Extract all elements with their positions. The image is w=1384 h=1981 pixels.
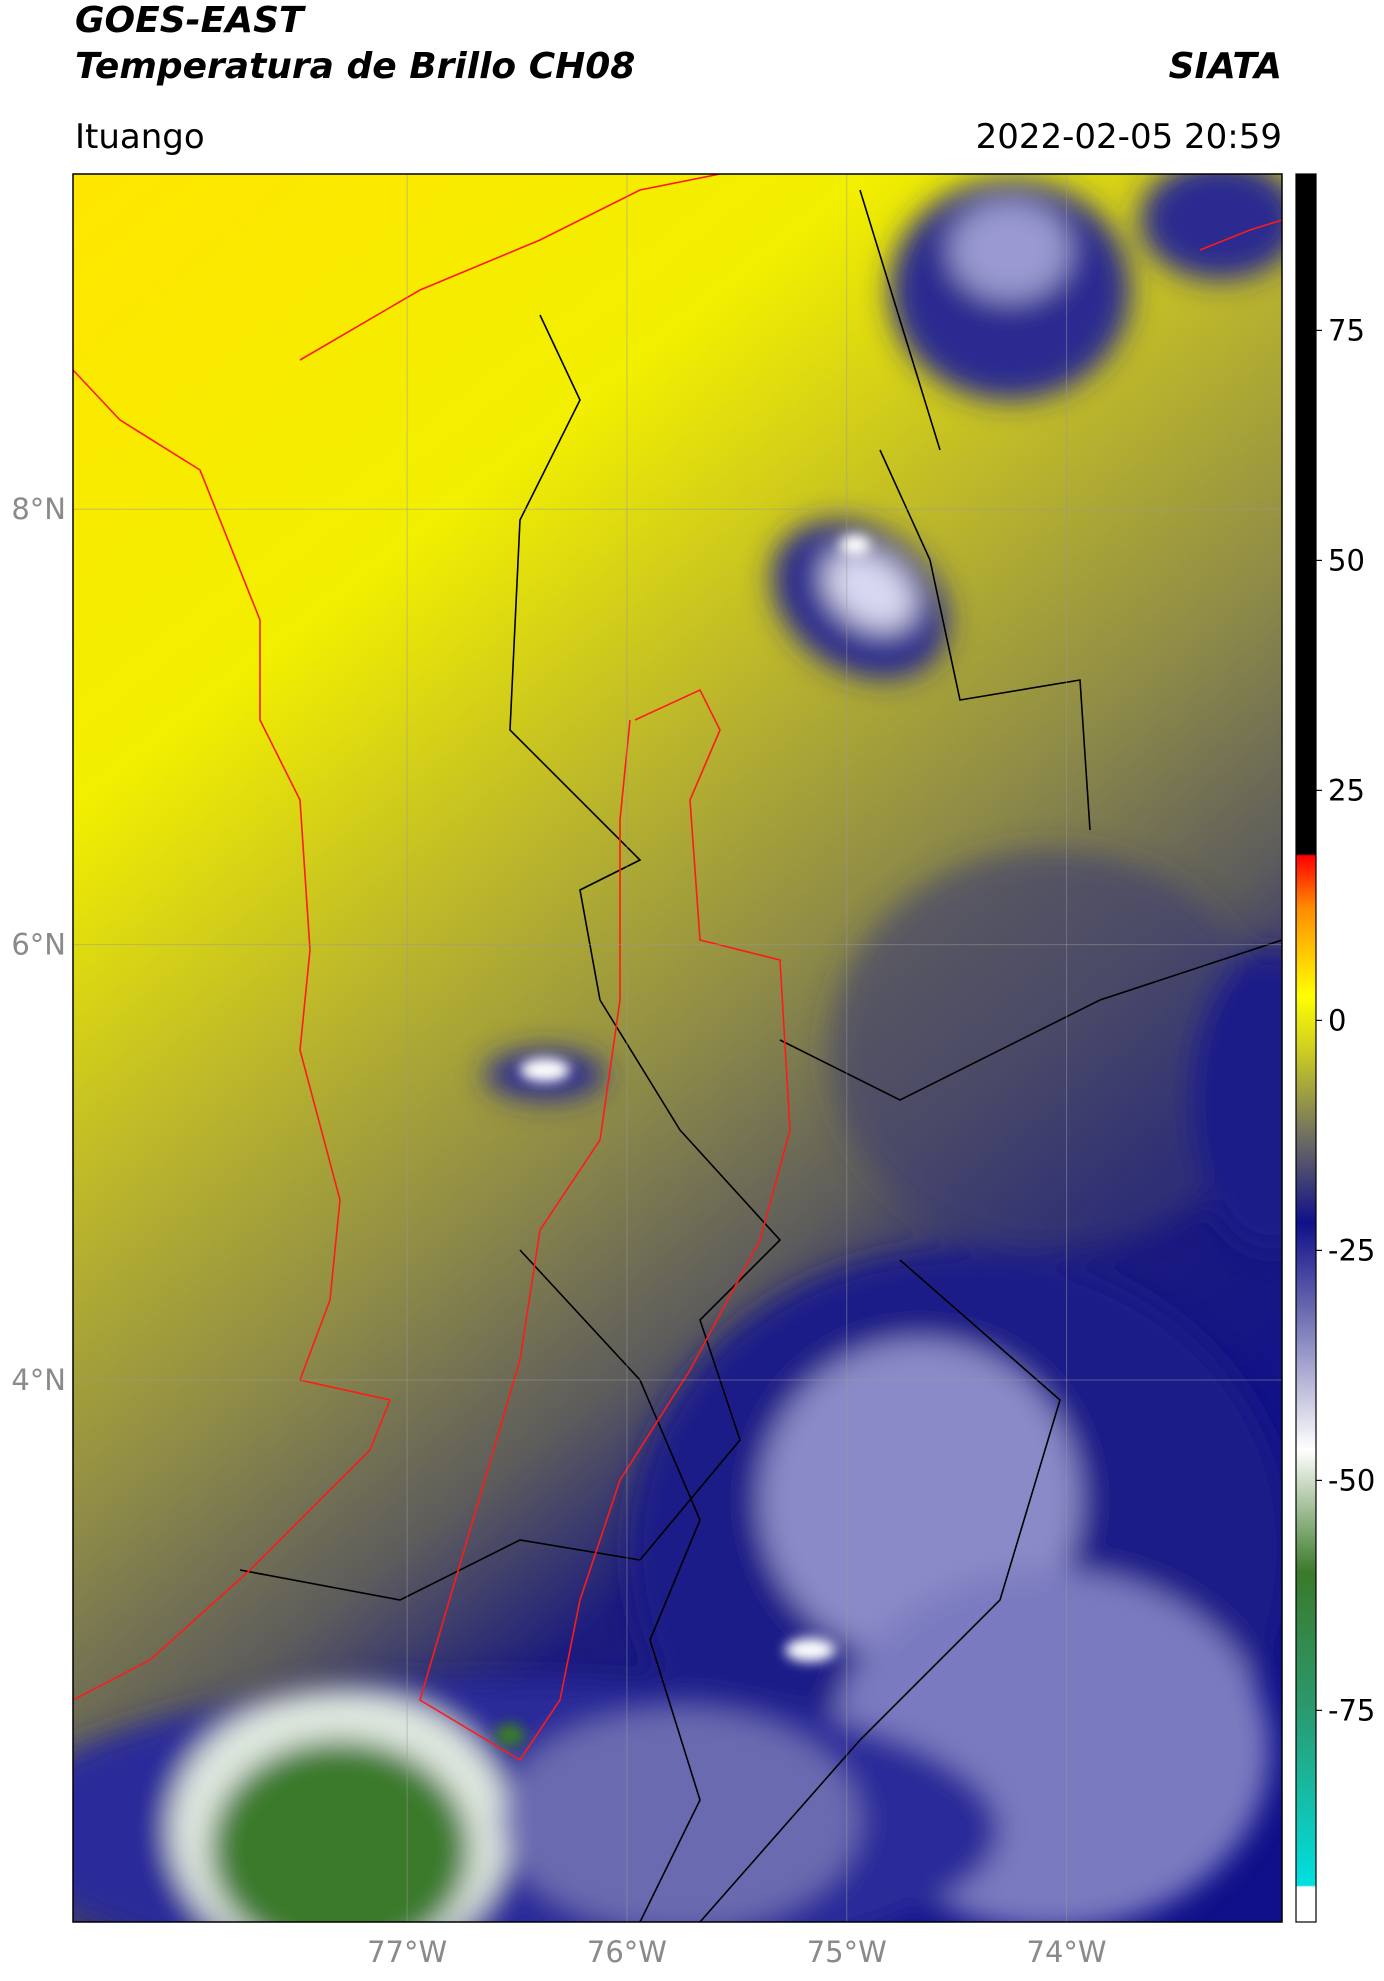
colorbar-tick-label: -75 [1328, 1693, 1375, 1727]
y-tick-label: 6°N [11, 928, 66, 962]
colorbar [1295, 173, 1317, 1923]
y-tick-label: 8°N [11, 492, 66, 526]
datetime: 2022-02-05 20:59 [976, 117, 1282, 157]
source: SIATA [1169, 46, 1282, 87]
colorbar-tick-label: -50 [1328, 1463, 1375, 1497]
colorbar-tick-label: 75 [1328, 313, 1365, 347]
colorbar-tick-label: 50 [1328, 543, 1365, 577]
subtitle: Temperatura de Brillo CH08 [75, 46, 635, 87]
region: Ituango [75, 117, 205, 157]
title: GOES-EAST [75, 0, 306, 41]
x-tick-label: 77°W [367, 1935, 447, 1969]
map-image [73, 174, 1282, 1922]
y-tick-label: 4°N [11, 1363, 66, 1397]
map-frame [72, 173, 1283, 1923]
x-tick-label: 76°W [587, 1935, 667, 1969]
colorbar-tick-label: -25 [1328, 1233, 1375, 1267]
x-tick-label: 74°W [1027, 1935, 1107, 1969]
x-tick-label: 75°W [807, 1935, 887, 1969]
colorbar-tick-label: 0 [1328, 1003, 1346, 1037]
colorbar-tick-label: 25 [1328, 773, 1365, 807]
